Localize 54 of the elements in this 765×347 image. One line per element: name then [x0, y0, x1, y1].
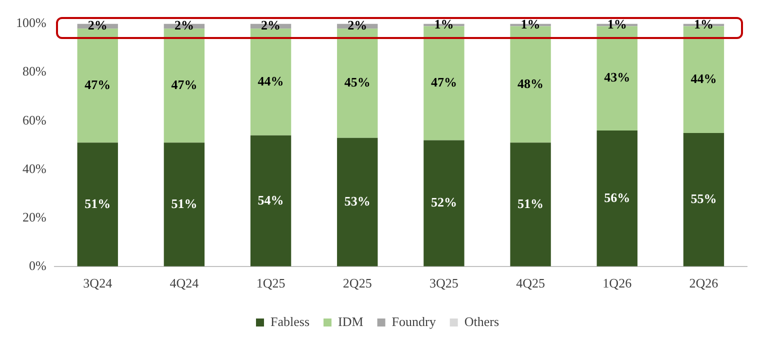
y-tick-label: 80% [22, 64, 46, 79]
data-label: 51% [171, 196, 198, 211]
legend-label: Others [464, 314, 500, 329]
data-label: 2% [88, 18, 108, 33]
data-label: 2% [261, 18, 281, 33]
bar [510, 142, 551, 266]
bar [164, 28, 205, 143]
x-tick-label: 4Q25 [516, 276, 545, 291]
y-tick-label: 0% [28, 258, 46, 273]
x-tick-label: 4Q24 [170, 276, 200, 291]
bar [250, 135, 292, 266]
legend-label: Fabless [270, 314, 310, 329]
data-label: 2% [348, 18, 368, 33]
legend-label: Foundry [392, 314, 436, 329]
data-label: 47% [171, 77, 198, 92]
data-label: 53% [344, 193, 370, 208]
data-label: 1% [434, 16, 454, 32]
y-tick-label: 100% [16, 15, 46, 30]
x-tick-label: 3Q24 [83, 276, 113, 291]
data-label: 44% [258, 73, 284, 88]
data-label: 56% [604, 190, 630, 205]
y-tick-label: 20% [22, 209, 46, 224]
data-label: 47% [84, 77, 111, 92]
data-label: 47% [430, 74, 457, 90]
data-label: 55% [690, 191, 717, 206]
bar [424, 140, 464, 266]
data-label: 52% [430, 194, 457, 210]
x-tick-label: 1Q25 [256, 276, 286, 291]
data-label: 51% [84, 196, 111, 211]
bar [77, 28, 118, 143]
data-label: 1% [694, 16, 714, 32]
bar [596, 130, 638, 266]
bar [337, 138, 378, 266]
data-label: 51% [518, 196, 544, 211]
data-label: 54% [258, 192, 284, 208]
x-tick-label: 2Q25 [342, 276, 372, 291]
data-label: 1% [607, 16, 627, 32]
bar [250, 28, 292, 136]
x-tick-label: 1Q26 [602, 276, 632, 291]
x-tick-label: 2Q26 [689, 276, 719, 291]
legend-label: IDM [338, 314, 364, 329]
data-label: 43% [604, 70, 630, 85]
bar [683, 132, 724, 266]
data-label: 44% [690, 70, 717, 86]
bar [337, 28, 378, 138]
bar [77, 142, 118, 266]
bar [164, 142, 205, 266]
y-tick-label: 40% [22, 160, 46, 176]
data-label: 48% [518, 76, 544, 91]
data-label: 2% [174, 18, 194, 33]
data-label: 1% [520, 16, 540, 32]
y-tick-label: 60% [22, 112, 46, 128]
data-label: 45% [344, 74, 370, 90]
x-tick-label: 3Q25 [430, 276, 458, 291]
